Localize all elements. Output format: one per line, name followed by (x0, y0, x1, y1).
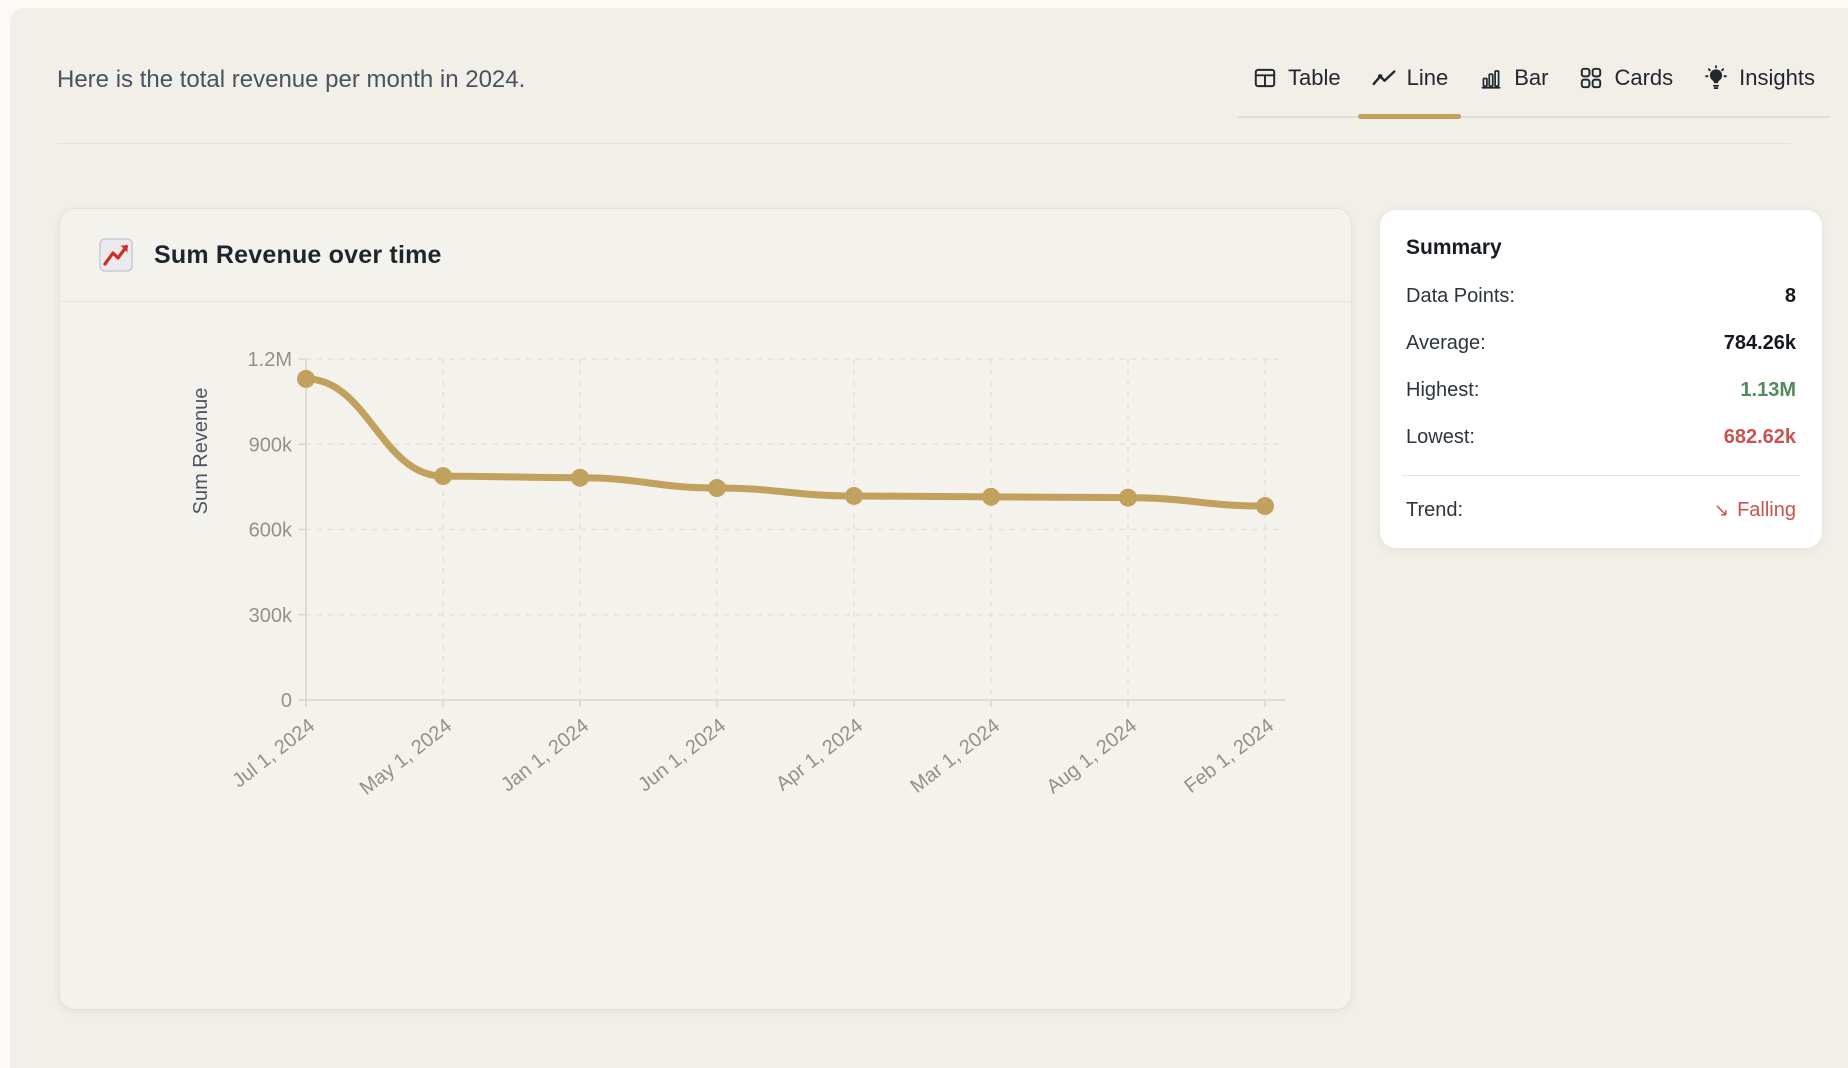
chart-card: 0 300k 600k 900k 1.2M Jul 1, 2024 May 1, 2024 J… (59, 208, 1352, 1010)
svg-text:Feb 1, 2024: Feb 1, 2024 (1180, 715, 1278, 798)
svg-text:May 1, 2024: May 1, 2024 (356, 715, 456, 800)
line-chart-icon (1371, 65, 1397, 91)
chart-title: Sum Revenue over time (154, 240, 442, 269)
chart-card-header: Sum Revenue over time (60, 209, 1351, 301)
tab-label: Cards (1614, 65, 1674, 90)
tab-label: Line (1406, 65, 1449, 90)
tab-cards[interactable]: Cards (1563, 40, 1688, 116)
chart-increasing-icon (98, 237, 134, 273)
svg-text:Sum Revenue: Sum Revenue (190, 388, 212, 515)
summary-row-label: Average: (1406, 331, 1486, 354)
svg-text:Jul 1, 2024: Jul 1, 2024 (228, 715, 319, 793)
tab-label: Bar (1514, 65, 1549, 90)
svg-text:Jun 1, 2024: Jun 1, 2024 (634, 715, 730, 797)
summary-row-trend: Trend: ↘ Falling (1406, 498, 1796, 522)
tab-table[interactable]: Table (1237, 40, 1356, 116)
summary-row-value: 8 (1784, 284, 1796, 307)
svg-text:Mar 1, 2024: Mar 1, 2024 (906, 715, 1004, 798)
svg-text:Aug 1, 2024: Aug 1, 2024 (1043, 715, 1142, 799)
assistant-message: Here is the total revenue per month in 2… (57, 66, 526, 93)
svg-text:0: 0 (281, 690, 292, 712)
summary-row-label: Lowest: (1406, 425, 1475, 448)
summary-row-data-points: Data Points: 8 (1406, 284, 1796, 308)
bar-chart-icon (1478, 65, 1504, 91)
summary-row-highest: Highest: 1.13M (1406, 378, 1796, 402)
svg-text:Apr 1, 2024: Apr 1, 2024 (772, 715, 867, 796)
tab-insights[interactable]: Insights (1688, 40, 1830, 116)
trend-value: ↘ Falling (1714, 499, 1796, 522)
summary-row-label: Highest: (1406, 378, 1480, 401)
summary-row-label: Trend: (1406, 498, 1464, 521)
chart-card-divider (60, 301, 1351, 302)
summary-row-value: 682.62k (1723, 425, 1796, 448)
insights-icon (1703, 65, 1729, 91)
summary-title: Summary (1406, 236, 1502, 259)
tab-line[interactable]: Line (1356, 40, 1464, 119)
summary-row-value: 784.26k (1723, 331, 1796, 354)
tab-bar[interactable]: Bar (1463, 40, 1563, 116)
summary-row-label: Data Points: (1406, 284, 1515, 307)
view-tabs: Table Line Bar (1237, 40, 1830, 119)
table-icon (1252, 65, 1278, 91)
header-divider (57, 143, 1790, 144)
svg-text:1.2M: 1.2M (248, 349, 292, 371)
trend-text: Falling (1737, 498, 1796, 521)
svg-text:900k: 900k (249, 434, 293, 456)
line-chart-svg: 0 300k 600k 900k 1.2M Jul 1, 2024 May 1, 2024 J… (190, 349, 1285, 800)
tab-label: Table (1288, 65, 1341, 90)
summary-divider (1402, 475, 1800, 476)
trend-down-arrow-icon: ↘ (1713, 499, 1730, 520)
svg-text:600k: 600k (249, 520, 293, 542)
summary-row-average: Average: 784.26k (1406, 331, 1796, 355)
summary-row-lowest: Lowest: 682.62k (1406, 425, 1796, 449)
summary-panel: Summary Data Points: 8 Average: 784.26k … (1380, 210, 1822, 548)
cards-icon (1578, 65, 1604, 91)
tab-label: Insights (1739, 65, 1815, 90)
svg-text:300k: 300k (249, 605, 293, 627)
summary-row-value: 1.13M (1740, 378, 1796, 401)
svg-text:Jan 1, 2024: Jan 1, 2024 (497, 715, 593, 797)
